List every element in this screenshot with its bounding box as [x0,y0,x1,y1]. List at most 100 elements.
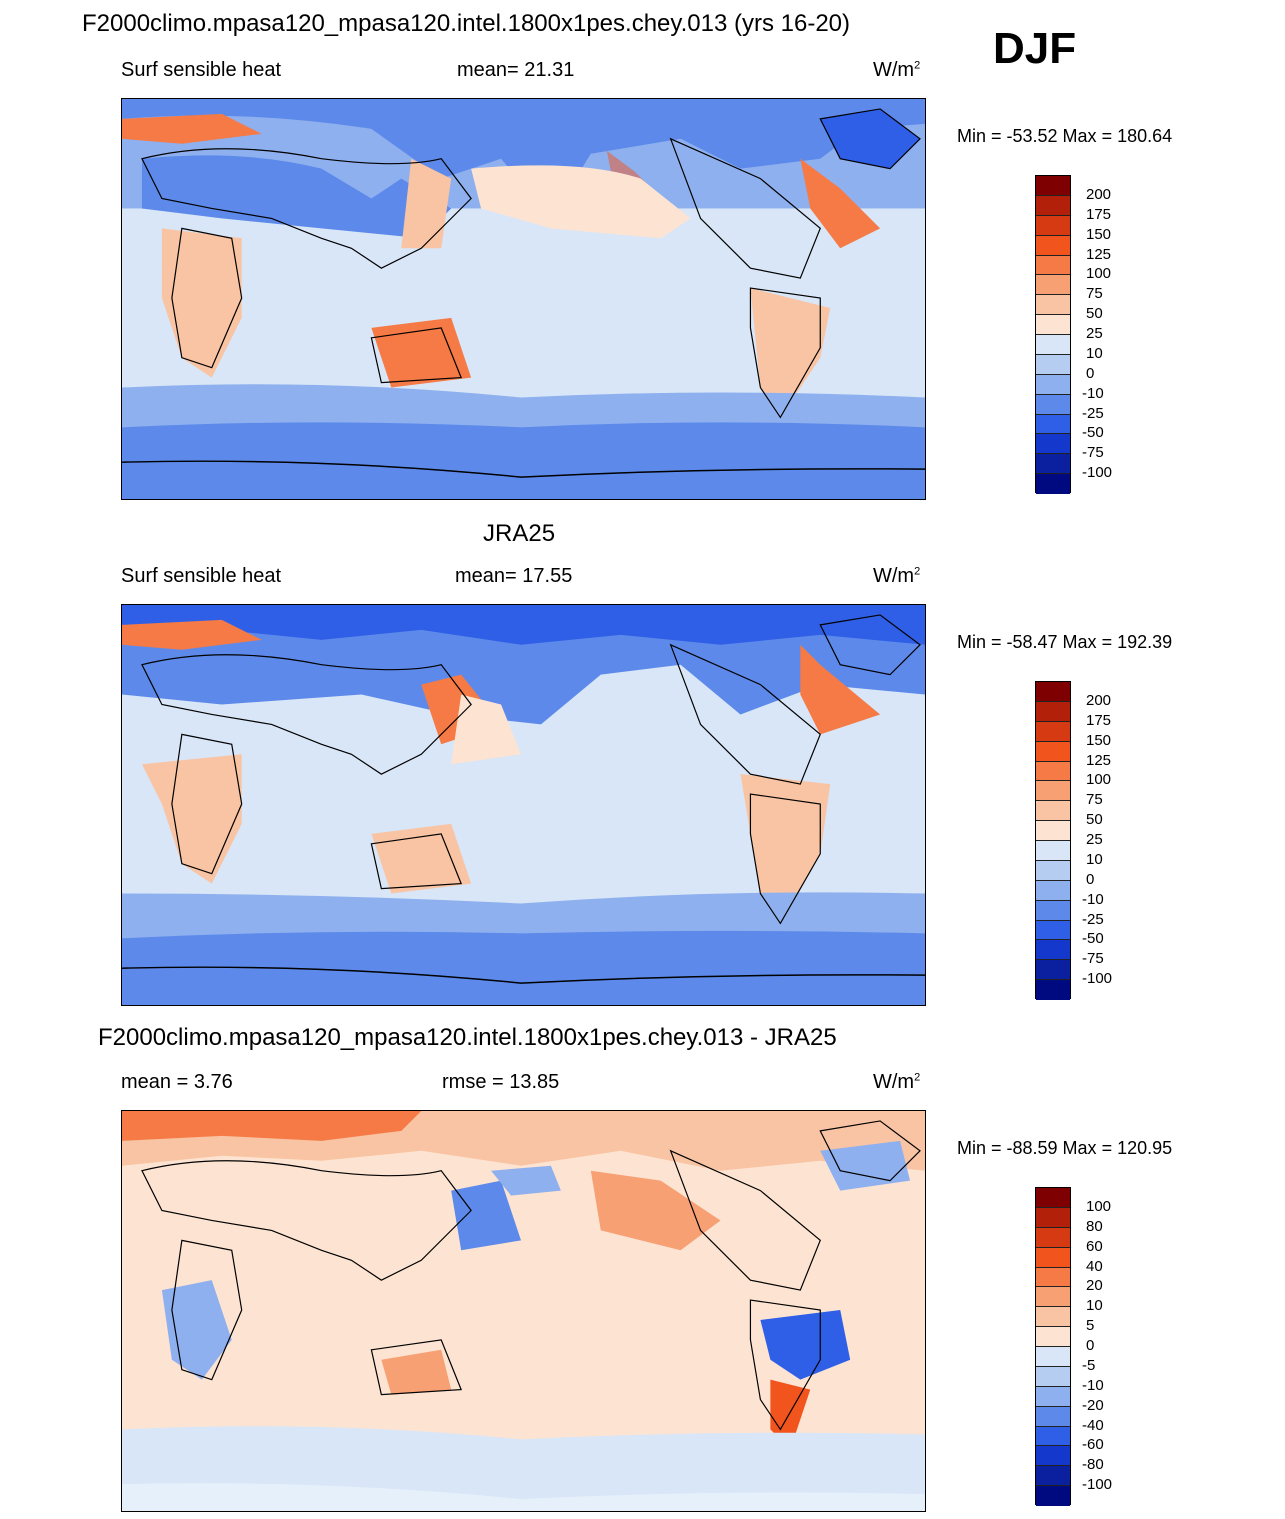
figure-title: F2000climo.mpasa120_mpasa120.intel.1800x… [82,10,851,37]
panel2-colorbar [1035,681,1071,1000]
colorbar-tick-label: -75 [1082,444,1104,462]
panel3-map [121,1110,926,1512]
colorbar-tick-label: 25 [1086,325,1103,342]
panel1-mean-label: mean= 21.31 [457,59,575,81]
colorbar-tick-label: 50 [1086,811,1103,829]
colorbar-tick-label: 0 [1086,870,1095,888]
colorbar-tick-label: 200 [1086,691,1112,709]
colorbar-segment [1036,394,1070,415]
panel3-title: F2000climo.mpasa120_mpasa120.intel.1800x… [98,1024,837,1051]
season-label: DJF [993,24,1077,73]
colorbar-segment [1036,1247,1070,1268]
colorbar-tick-label: -10 [1082,890,1104,908]
panel3-rmse-label: rmse = 13.85 [442,1071,560,1093]
colorbar-segment [1036,374,1070,395]
colorbar-segment [1036,1327,1070,1347]
colorbar-tick-label: 10 [1086,850,1103,868]
colorbar-tick-label: -80 [1082,1456,1104,1474]
colorbar-tick-label: 100 [1086,265,1112,283]
colorbar-segment [1036,682,1070,702]
colorbar-tick-label: -40 [1082,1416,1104,1434]
colorbar-tick-label: 150 [1086,731,1112,749]
colorbar-tick-label: 10 [1086,344,1103,362]
colorbar-segment [1036,215,1070,236]
panel2-variable-label: Surf sensible heat [121,565,282,587]
panel1-contour-map [122,99,925,499]
colorbar-tick-label: 175 [1086,205,1112,223]
panel3-units: W/m2 [873,1071,921,1093]
colorbar-tick-label: 60 [1086,1237,1103,1255]
colorbar-segment [1036,315,1070,335]
colorbar-tick-label: -10 [1082,384,1104,402]
colorbar-segment [1036,1188,1070,1208]
colorbar-tick-label: 125 [1086,751,1112,769]
colorbar-tick-label: 75 [1086,791,1103,809]
colorbar-segment [1036,960,1070,981]
colorbar-segment [1036,920,1070,941]
colorbar-tick-label: 0 [1086,364,1095,382]
colorbar-segment [1036,176,1070,196]
colorbar-segment [1036,841,1070,861]
colorbar-tick-label: 50 [1086,305,1103,323]
colorbar-segment [1036,781,1070,802]
colorbar-segment [1036,1347,1070,1367]
colorbar-segment [1036,235,1070,256]
panel3-colorbar [1035,1187,1071,1506]
colorbar-segment [1036,414,1070,435]
colorbar-segment [1036,1227,1070,1248]
colorbar-segment [1036,1466,1070,1487]
colorbar-segment [1036,821,1070,841]
panel1-units: W/m2 [873,59,921,81]
colorbar-tick-label: 40 [1086,1257,1103,1275]
colorbar-tick-label: 175 [1086,711,1112,729]
panel3-minmax: Min = -88.59 Max = 120.95 [957,1138,1173,1158]
panel3-mean-label: mean = 3.76 [121,1071,233,1093]
colorbar-segment [1036,1486,1070,1506]
colorbar-segment [1036,1386,1070,1407]
colorbar-tick-label: -100 [1082,970,1113,988]
colorbar-segment [1036,761,1070,782]
colorbar-segment [1036,454,1070,475]
colorbar-segment [1036,980,1070,1000]
colorbar-tick-label: -25 [1082,910,1104,928]
colorbar-tick-label: -60 [1082,1436,1104,1454]
colorbar-segment [1036,900,1070,921]
colorbar-segment [1036,701,1070,722]
colorbar-tick-label: -75 [1082,950,1104,968]
colorbar-segment [1036,1287,1070,1308]
colorbar-tick-label: 125 [1086,245,1112,263]
panel2-units: W/m2 [873,565,921,587]
colorbar-segment [1036,275,1070,296]
panel3-contour-map [122,1111,925,1511]
colorbar-tick-label: 80 [1086,1217,1103,1235]
panel2-mean-label: mean= 17.55 [455,565,573,587]
panel2-contour-map [122,605,925,1005]
colorbar-segment [1036,940,1070,961]
colorbar-tick-label: -10 [1082,1376,1104,1394]
colorbar-segment [1036,434,1070,455]
colorbar-segment [1036,1307,1070,1328]
colorbar-segment [1036,335,1070,355]
colorbar-segment [1036,741,1070,762]
colorbar-tick-label: 75 [1086,285,1103,303]
colorbar-segment [1036,255,1070,276]
colorbar-segment [1036,880,1070,901]
colorbar-segment [1036,1267,1070,1288]
colorbar-tick-label: -100 [1082,464,1113,482]
colorbar-segment [1036,1426,1070,1447]
colorbar-tick-label: -5 [1082,1356,1096,1374]
colorbar-segment [1036,801,1070,822]
colorbar-segment [1036,721,1070,742]
panel1-variable-label: Surf sensible heat [121,59,282,81]
colorbar-tick-label: 5 [1086,1317,1095,1335]
colorbar-segment [1036,295,1070,316]
colorbar-tick-label: 150 [1086,225,1112,243]
colorbar-tick-label: 100 [1086,771,1112,789]
colorbar-tick-label: -25 [1082,404,1104,422]
colorbar-segment [1036,354,1070,375]
colorbar-segment [1036,195,1070,216]
colorbar-tick-label: -50 [1082,424,1104,442]
colorbar-tick-label: -20 [1082,1396,1104,1414]
colorbar-segment [1036,1446,1070,1467]
colorbar-tick-label: 0 [1086,1337,1095,1354]
